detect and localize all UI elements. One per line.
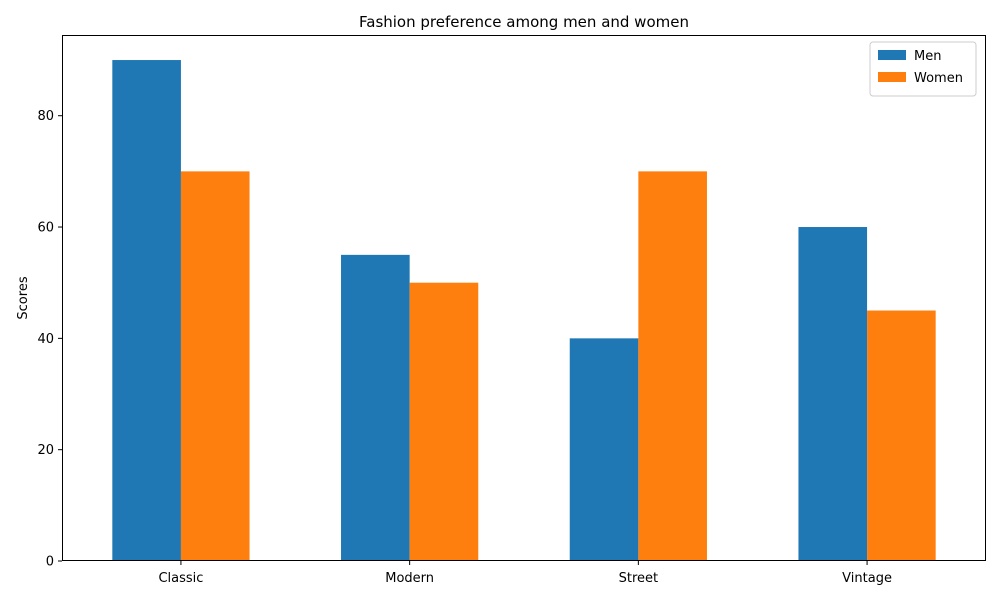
y-tick-label: 20 [37,443,54,458]
x-tick-label: Modern [385,571,434,586]
chart-title: Fashion preference among men and women [359,13,689,31]
legend-label-men: Men [914,49,941,64]
bar-women-street [638,171,707,562]
y-tick-label: 60 [37,221,54,236]
bar-women-modern [409,282,479,561]
legend-swatch-women [878,72,906,82]
bar-men-classic [112,60,181,562]
plot-frame [62,35,986,561]
legend-label-women: Women [914,71,963,86]
y-axis-title: Scores [16,276,31,319]
x-tick-label: Street [619,571,659,586]
bar-women-classic [180,171,250,562]
bar-men-modern [341,254,410,561]
plot-area: Classic Modern Street Vintage 0 20 40 60 80 [37,60,936,586]
legend: Men Women [869,41,977,97]
y-tick-label: 40 [37,332,54,347]
legend-swatch-men [878,50,906,60]
y-tick-label: 80 [37,109,54,124]
bar-men-street [569,338,639,561]
x-tick-label: Classic [158,571,203,586]
bar-men-vintage [798,227,868,562]
y-tick-label: 0 [46,555,54,570]
bar-women-vintage [867,310,936,561]
x-tick-label: Vintage [842,571,892,586]
